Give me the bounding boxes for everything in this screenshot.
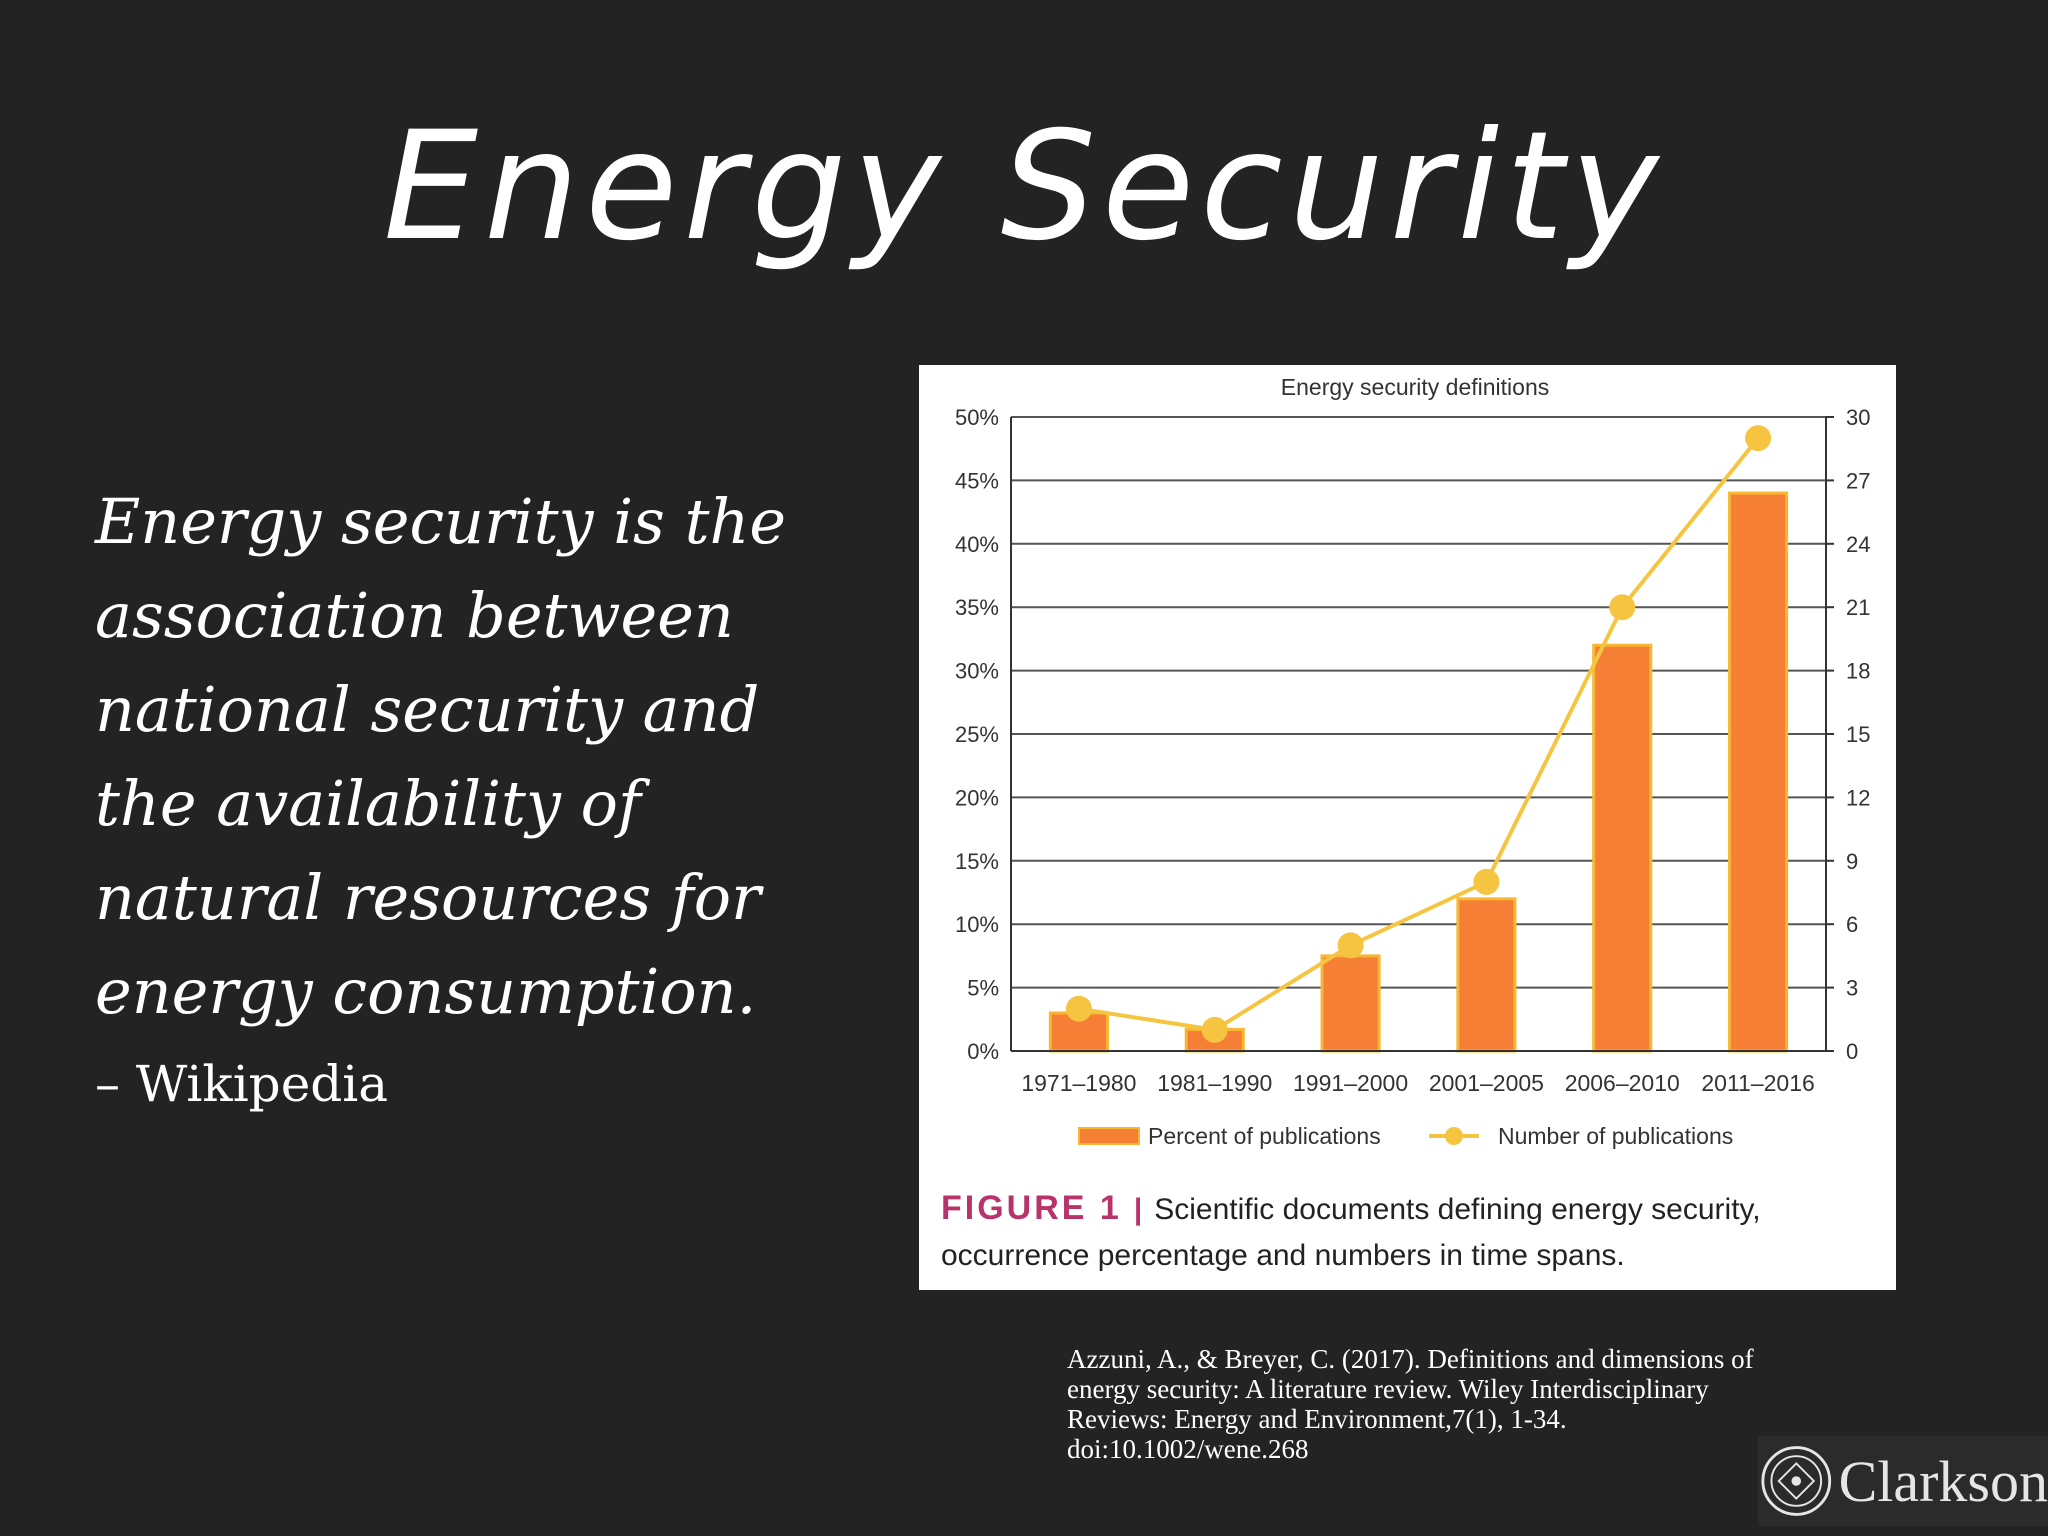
left-axis-tick-label: 40% bbox=[955, 532, 999, 557]
bar-percent-publications bbox=[1592, 643, 1653, 1053]
point-number-publications bbox=[1065, 995, 1092, 1022]
x-axis-tick-label: 1981–1990 bbox=[1157, 1070, 1272, 1096]
point-number-publications bbox=[1745, 425, 1772, 452]
left-axis-tick-label: 15% bbox=[955, 849, 999, 874]
right-axis-tick-label: 18 bbox=[1846, 659, 1870, 684]
x-axis-tick-label: 1991–2000 bbox=[1293, 1070, 1408, 1096]
bar-percent-publications bbox=[1320, 954, 1381, 1053]
figure-label: FIGURE 1 bbox=[941, 1189, 1122, 1227]
bar-percent-publications bbox=[1456, 897, 1517, 1053]
quote-text: Energy security is the association betwe… bbox=[95, 485, 787, 1028]
slide-title: Energy Security bbox=[383, 100, 1665, 274]
right-axis-tick-label: 30 bbox=[1846, 405, 1870, 430]
figure-caption: FIGURE 1 | Scientific documents defining e… bbox=[941, 1185, 1881, 1279]
figure-separator: | bbox=[1133, 1193, 1143, 1226]
citation-text: Azzuni, A., & Breyer, C. (2017). Definit… bbox=[1067, 1344, 1754, 1464]
right-axis-tick-label: 27 bbox=[1846, 468, 1870, 493]
right-axis-tick-label: 12 bbox=[1846, 785, 1870, 810]
left-axis-tick-label: 25% bbox=[955, 722, 999, 747]
legend-bar-label: Percent of publications bbox=[1148, 1123, 1381, 1149]
chart-legend: Percent of publications Number of public… bbox=[1078, 1123, 1733, 1149]
right-axis-tick-label: 0 bbox=[1846, 1039, 1858, 1064]
right-axis-tick-label: 3 bbox=[1846, 976, 1858, 1001]
clarkson-logo: Clarkson bbox=[1758, 1436, 2048, 1526]
line-number-publications bbox=[1078, 436, 1760, 1032]
point-number-publications bbox=[1609, 594, 1636, 621]
left-axis-tick-label: 45% bbox=[955, 468, 999, 493]
point-number-publications bbox=[1201, 1016, 1228, 1043]
university-seal-icon bbox=[1761, 1446, 1832, 1516]
point-number-publications bbox=[1473, 868, 1500, 895]
right-axis-tick-label: 6 bbox=[1846, 912, 1858, 937]
logo-text: Clarkson bbox=[1838, 1448, 2048, 1514]
bar-percent-publications bbox=[1728, 491, 1789, 1053]
chart-title: Energy security definitions bbox=[1281, 374, 1549, 400]
x-axis-tick-label: 1971–1980 bbox=[1021, 1070, 1136, 1096]
right-axis-tick-label: 21 bbox=[1846, 595, 1870, 620]
quote-attribution: – Wikipedia bbox=[95, 1055, 389, 1113]
left-axis-tick-label: 5% bbox=[967, 976, 999, 1001]
legend-bar-swatch bbox=[1078, 1127, 1140, 1145]
figure-caption-text: Scientific documents defining energy sec… bbox=[941, 1193, 1761, 1272]
x-axis-tick-label: 2011–2016 bbox=[1701, 1070, 1814, 1096]
right-axis-tick-label: 24 bbox=[1846, 532, 1870, 557]
left-axis-tick-label: 35% bbox=[955, 595, 999, 620]
left-axis-tick-label: 20% bbox=[955, 785, 999, 810]
legend-line-label: Number of publications bbox=[1498, 1123, 1733, 1149]
right-axis-tick-label: 9 bbox=[1846, 849, 1858, 874]
left-axis-tick-label: 0% bbox=[967, 1039, 999, 1064]
left-axis-tick-label: 30% bbox=[955, 659, 999, 684]
legend-line-marker bbox=[1445, 1127, 1463, 1145]
x-axis-tick-label: 2006–2010 bbox=[1565, 1070, 1680, 1096]
left-axis-tick-label: 50% bbox=[955, 405, 999, 430]
x-axis-tick-label: 2001–2005 bbox=[1429, 1070, 1544, 1096]
left-axis-tick-label: 10% bbox=[955, 912, 999, 937]
energy-security-chart: 0% 0 5% 3 10% 6 15% 9 20% 12 25% 15 30% 18 35% 21 40% 24 4… bbox=[955, 374, 1871, 1149]
right-axis-tick-label: 15 bbox=[1846, 722, 1870, 747]
point-number-publications bbox=[1337, 932, 1364, 959]
figure-panel: 0% 0 5% 3 10% 6 15% 9 20% 12 25% 15 30% 18 35% 21 40% 24 4… bbox=[919, 365, 1896, 1290]
